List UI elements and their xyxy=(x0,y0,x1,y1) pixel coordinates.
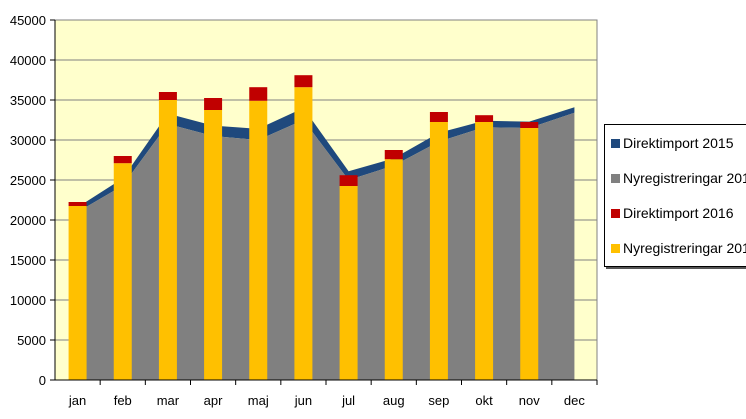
y-tick-label: 30000 xyxy=(10,133,46,148)
x-tick-label: mar xyxy=(157,393,180,408)
bar-nyregistreringar-2016 xyxy=(204,110,223,380)
bar-direktimport-2016 xyxy=(294,75,313,88)
y-tick-label: 35000 xyxy=(10,93,46,108)
y-tick-label: 0 xyxy=(39,373,46,388)
bar-direktimport-2016 xyxy=(475,115,494,122)
legend-label: Nyregistreringar 2015 xyxy=(623,170,746,186)
bar-direktimport-2016 xyxy=(68,202,87,206)
legend-item: Direktimport 2015 xyxy=(611,135,734,151)
x-tick-label: apr xyxy=(204,393,223,408)
bar-nyregistreringar-2016 xyxy=(520,128,539,380)
legend-label: Direktimport 2015 xyxy=(623,135,734,151)
legend-item: Nyregistreringar 2016 xyxy=(611,240,746,256)
bar-nyregistreringar-2016 xyxy=(249,100,268,381)
bar-nyregistreringar-2016 xyxy=(339,186,358,380)
y-tick-label: 45000 xyxy=(10,13,46,28)
y-tick-label: 10000 xyxy=(10,293,46,308)
bar-direktimport-2016 xyxy=(204,98,223,110)
legend-item: Nyregistreringar 2015 xyxy=(611,170,746,186)
x-tick-label: aug xyxy=(383,393,405,408)
x-tick-label: jul xyxy=(341,393,355,408)
bar-nyregistreringar-2016 xyxy=(384,159,403,380)
x-tick-label: nov xyxy=(519,393,540,408)
legend-label: Nyregistreringar 2016 xyxy=(623,240,746,256)
x-tick-label: sep xyxy=(428,393,449,408)
bar-nyregistreringar-2016 xyxy=(68,206,87,380)
legend-swatch xyxy=(611,208,620,218)
bar-nyregistreringar-2016 xyxy=(475,122,494,380)
x-tick-label: maj xyxy=(248,393,269,408)
y-tick-label: 40000 xyxy=(10,53,46,68)
y-tick-label: 5000 xyxy=(17,333,46,348)
y-tick-label: 20000 xyxy=(10,213,46,228)
y-tick-label: 25000 xyxy=(10,173,46,188)
area-direktimport-2015 xyxy=(77,107,575,212)
legend-label: Direktimport 2016 xyxy=(623,205,734,221)
bar-direktimport-2016 xyxy=(113,156,132,164)
bar-direktimport-2016 xyxy=(158,92,177,100)
bar-nyregistreringar-2016 xyxy=(294,87,313,380)
x-tick-label: jan xyxy=(68,393,86,408)
x-tick-label: feb xyxy=(114,393,132,408)
y-tick-label: 15000 xyxy=(10,253,46,268)
x-tick-label: okt xyxy=(475,393,493,408)
bar-nyregistreringar-2016 xyxy=(113,163,132,380)
legend: Direktimport 2015 Nyregistreringar 2015 … xyxy=(604,124,746,267)
legend-swatch xyxy=(611,138,620,148)
legend-swatch xyxy=(611,173,620,183)
bar-direktimport-2016 xyxy=(520,122,539,128)
bar-direktimport-2016 xyxy=(249,87,268,101)
area-nyregistreringar-2015 xyxy=(77,112,575,381)
bar-direktimport-2016 xyxy=(429,112,448,122)
bar-direktimport-2016 xyxy=(384,150,403,160)
bar-direktimport-2016 xyxy=(339,175,358,186)
legend-item: Direktimport 2016 xyxy=(611,205,734,221)
bar-nyregistreringar-2016 xyxy=(158,100,177,380)
bar-nyregistreringar-2016 xyxy=(429,122,448,380)
legend-swatch xyxy=(611,243,620,253)
x-tick-label: dec xyxy=(564,393,585,408)
x-tick-label: jun xyxy=(294,393,312,408)
